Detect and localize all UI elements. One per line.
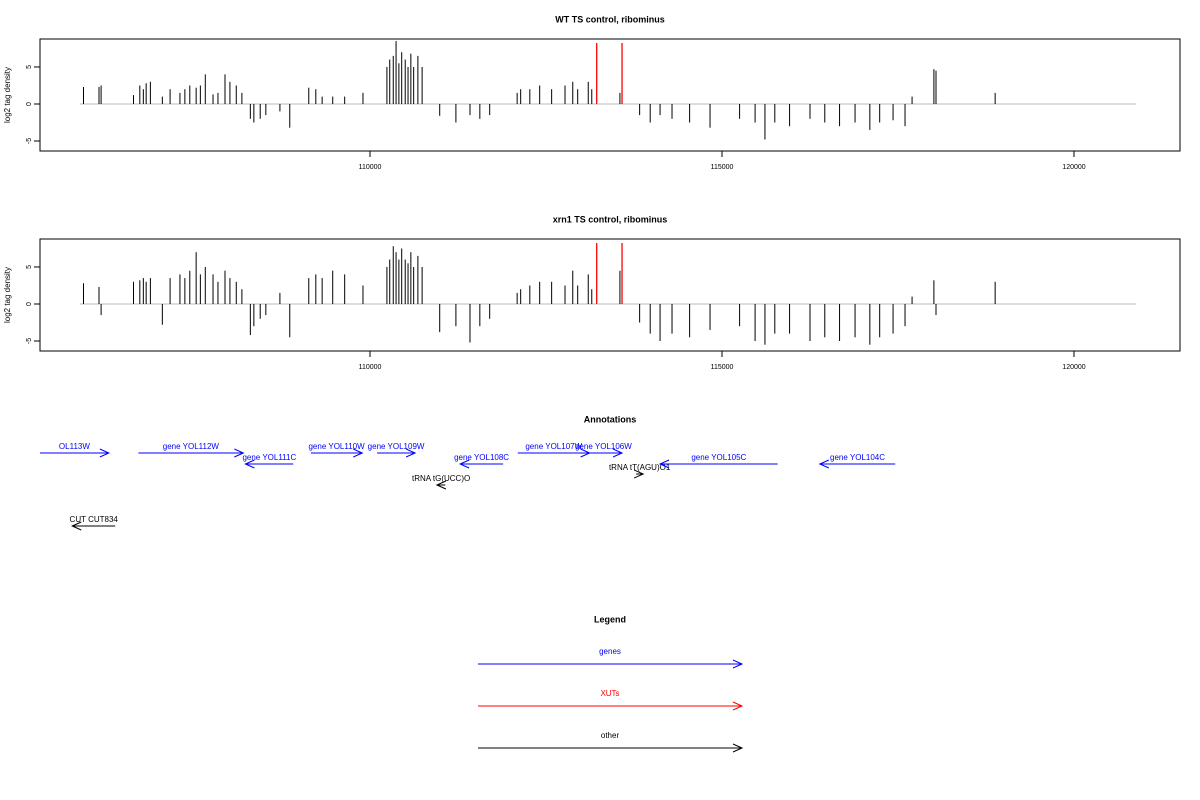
feature-label: gene YOL109W bbox=[368, 442, 425, 451]
x-tick-label: 110000 bbox=[359, 364, 382, 371]
feature-label: gene YOL111C bbox=[242, 453, 296, 462]
feature-arrow bbox=[435, 480, 447, 490]
chart-title: WT TS control, ribominus bbox=[555, 14, 665, 24]
legend-label: genes bbox=[599, 647, 621, 656]
legend-label: other bbox=[601, 731, 620, 740]
feature-arrow bbox=[584, 448, 624, 458]
feature-arrow bbox=[138, 448, 245, 458]
feature-arrow bbox=[458, 459, 504, 469]
feature-arrow bbox=[244, 459, 294, 469]
x-tick-label: 120000 bbox=[1062, 364, 1085, 371]
plot-frame bbox=[39, 38, 1181, 152]
feature-label: tRNA tT(AGU)O1 bbox=[609, 463, 671, 472]
feature-arrow bbox=[310, 448, 364, 458]
feature-arrow bbox=[818, 459, 896, 469]
y-axis-label: log2 tag density bbox=[3, 267, 12, 323]
feature-arrow bbox=[633, 469, 645, 479]
y-tick-label: -5 bbox=[26, 338, 33, 344]
feature-label: gene YOL108C bbox=[454, 453, 509, 462]
feature-label: gene YOL105C bbox=[691, 453, 746, 462]
feature-label: gene YOL112W bbox=[163, 442, 220, 451]
y-tick-label: 0 bbox=[26, 102, 33, 106]
y-tick-label: 5 bbox=[26, 265, 33, 269]
y-tick-label: -5 bbox=[26, 138, 33, 144]
y-axis-label: log2 tag density bbox=[3, 67, 12, 123]
feature-arrow bbox=[377, 448, 417, 458]
legend-title: Legend bbox=[594, 614, 626, 624]
x-tick-label: 115000 bbox=[711, 364, 734, 371]
feature-label: gene YOL107W bbox=[525, 442, 582, 451]
legend-arrow bbox=[478, 659, 744, 669]
chart-title: xrn1 TS control, ribominus bbox=[553, 214, 668, 224]
feature-arrow bbox=[71, 521, 116, 531]
legend-arrow bbox=[478, 743, 744, 753]
legend-arrow bbox=[478, 701, 744, 711]
feature-arrow bbox=[40, 448, 111, 458]
plot-frame bbox=[39, 238, 1181, 352]
x-tick-label: 115000 bbox=[711, 164, 734, 171]
x-tick-label: 110000 bbox=[359, 164, 382, 171]
feature-label: gene YOL104C bbox=[830, 453, 885, 462]
feature-label: gene YOL106W bbox=[575, 442, 632, 451]
y-tick-label: 5 bbox=[26, 65, 33, 69]
x-tick-label: 120000 bbox=[1062, 164, 1085, 171]
feature-label: OL113W bbox=[59, 442, 90, 451]
feature-arrow bbox=[658, 459, 778, 469]
feature-label: gene YOL110W bbox=[308, 442, 365, 451]
feature-label: tRNA tG(UCC)O bbox=[412, 474, 470, 483]
y-tick-label: 0 bbox=[26, 302, 33, 306]
feature-label: CUT CUT834 bbox=[70, 515, 119, 524]
annotations-title: Annotations bbox=[584, 414, 637, 424]
legend-label: XUTs bbox=[600, 689, 619, 698]
